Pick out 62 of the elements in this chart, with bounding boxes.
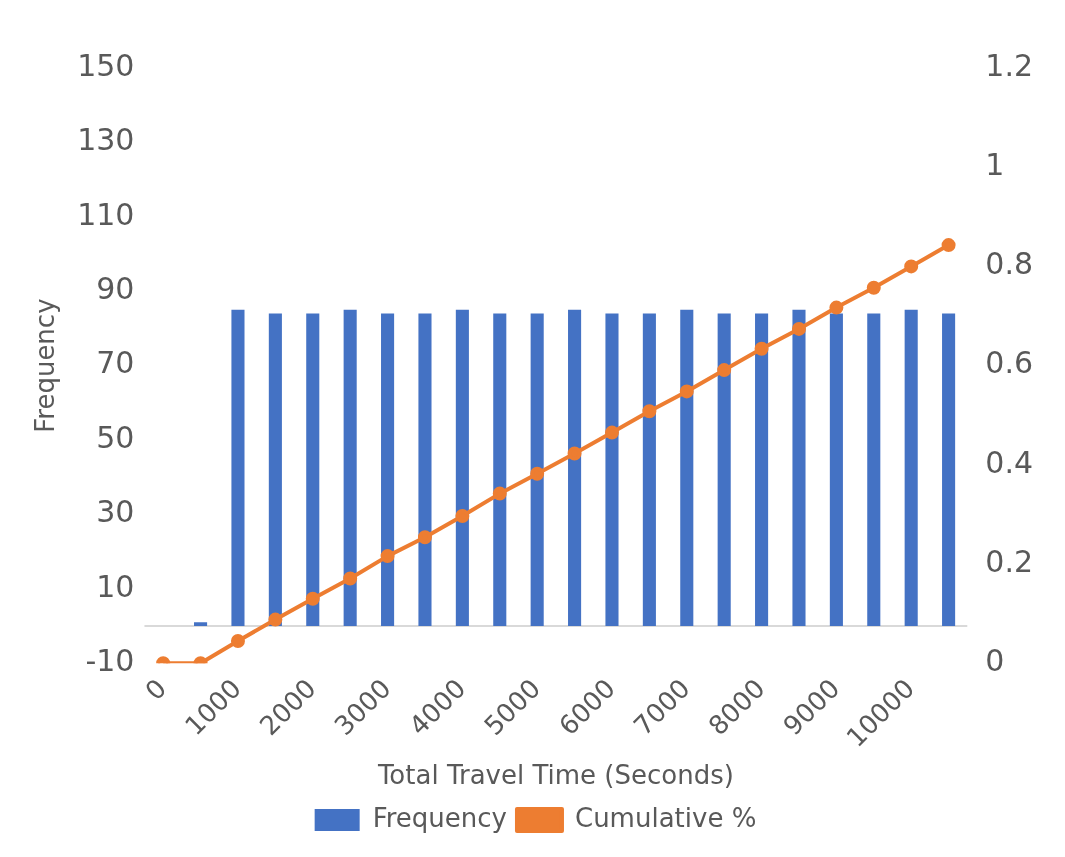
y-tick-label: 150 (77, 47, 135, 83)
point (904, 259, 919, 274)
y-tick-label: 130 (77, 122, 135, 158)
y2-tick-label: 0.6 (985, 345, 1034, 381)
y-tick-label: 50 (96, 419, 135, 455)
point (717, 363, 732, 378)
bar (829, 313, 843, 627)
bar (306, 313, 320, 627)
bar (530, 313, 544, 627)
point (679, 384, 694, 399)
bar (381, 313, 395, 627)
point (791, 321, 806, 336)
bar (268, 313, 282, 627)
y-tick-label: 30 (96, 494, 135, 530)
point (268, 612, 283, 627)
y2-tick-label: 0.4 (985, 444, 1034, 480)
point (642, 404, 657, 419)
y-tick-label: 90 (96, 271, 135, 307)
point (604, 425, 619, 440)
point (567, 446, 582, 461)
bar (904, 309, 918, 627)
point (492, 486, 507, 501)
bar (605, 313, 619, 627)
y-tick-label: 10 (96, 568, 135, 604)
y-tick-label: 70 (96, 345, 135, 381)
point (417, 530, 432, 545)
point (380, 549, 395, 564)
point (829, 300, 844, 315)
bar (194, 622, 208, 627)
point (455, 508, 470, 523)
bar (680, 309, 694, 627)
x-tick-label: 0 (139, 673, 173, 706)
point (305, 591, 320, 606)
point (230, 633, 245, 648)
bar (455, 309, 469, 627)
bar (942, 313, 956, 627)
y2-tick-label: 0 (985, 643, 1005, 679)
bar (642, 313, 656, 627)
y-axis-title: Frequency (30, 298, 61, 433)
y2-tick-label: 1 (985, 147, 1005, 183)
bar (867, 313, 881, 627)
point (866, 280, 881, 295)
y2-tick-label: 0.2 (985, 543, 1034, 579)
bar (792, 309, 806, 627)
x-axis-title: Total Travel Time (Seconds) (376, 760, 734, 791)
bar (418, 313, 432, 627)
bar (717, 313, 731, 627)
y-tick-label: -10 (85, 643, 135, 679)
bar (343, 309, 357, 627)
bar (231, 309, 245, 627)
y2-tick-label: 0.8 (985, 246, 1034, 282)
y-tick-label: 110 (77, 196, 135, 232)
point (530, 466, 545, 481)
bar (755, 313, 769, 627)
legend-label: Frequency (372, 802, 507, 833)
legend-label: Cumulative % (574, 802, 757, 833)
point (343, 571, 358, 586)
point (754, 341, 769, 356)
y2-tick-label: 1.2 (985, 47, 1034, 83)
bar (493, 313, 507, 627)
bar (568, 309, 582, 627)
point (941, 238, 956, 253)
